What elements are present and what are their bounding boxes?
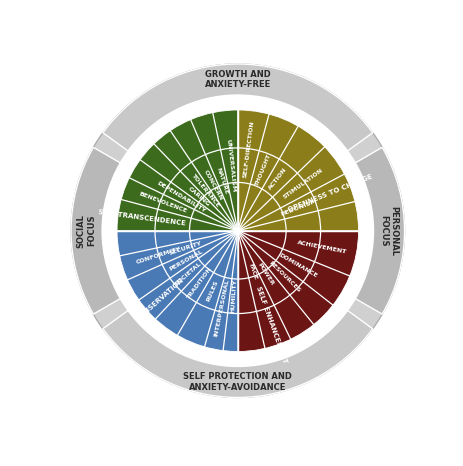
Text: RESOURCES: RESOURCES (267, 260, 301, 293)
Wedge shape (117, 110, 237, 231)
Text: INTERPERSONAL: INTERPERSONAL (213, 278, 230, 337)
Wedge shape (117, 231, 237, 351)
Text: RULES: RULES (205, 280, 219, 302)
Text: HEDONISM: HEDONISM (279, 198, 317, 217)
Circle shape (234, 228, 240, 233)
Text: SOCIETAL: SOCIETAL (174, 261, 202, 287)
Text: OPENNESS TO CHANGE: OPENNESS TO CHANGE (287, 173, 373, 213)
Wedge shape (355, 147, 404, 314)
Text: ACTION: ACTION (268, 167, 288, 191)
Circle shape (102, 95, 373, 366)
Text: HUMILITY: HUMILITY (230, 279, 237, 313)
Text: THOUGHT: THOUGHT (253, 153, 271, 187)
Wedge shape (237, 231, 358, 351)
Text: CONSERVATION: CONSERVATION (135, 277, 185, 322)
Text: BENEVOLENCE: BENEVOLENCE (137, 191, 187, 214)
Circle shape (71, 64, 404, 397)
Text: CONCERN: CONCERN (202, 169, 223, 201)
Text: NATURE: NATURE (215, 167, 228, 196)
Wedge shape (71, 147, 120, 314)
Text: PERSONAL: PERSONAL (168, 249, 203, 272)
Text: POWER: POWER (256, 262, 274, 287)
Text: GROWTH AND
ANXIETY-FREE: GROWTH AND ANXIETY-FREE (204, 70, 270, 89)
Text: CARING: CARING (187, 186, 210, 207)
Text: DEPENDABILITY: DEPENDABILITY (156, 180, 206, 213)
Text: STIMULATION: STIMULATION (282, 167, 323, 199)
Text: FACE: FACE (247, 263, 257, 281)
Wedge shape (237, 110, 358, 231)
Text: SOCIAL
FOCUS: SOCIAL FOCUS (77, 214, 96, 247)
Text: TOLERANCE: TOLERANCE (190, 173, 220, 208)
Text: ACHIEVEMENT: ACHIEVEMENT (297, 240, 347, 254)
Wedge shape (103, 64, 372, 151)
Text: CONFORMITY: CONFORMITY (136, 246, 181, 265)
Text: SECURITY: SECURITY (168, 240, 202, 255)
Text: SELF ENHANCEMENT: SELF ENHANCEMENT (254, 286, 287, 364)
Wedge shape (103, 310, 372, 397)
Text: UNIVERSALISM: UNIVERSALISM (225, 138, 236, 192)
Text: TRADITION: TRADITION (185, 267, 212, 301)
Text: DOMINANCE: DOMINANCE (277, 252, 317, 278)
Text: SELF-TRANSCENDENCE: SELF-TRANSCENDENCE (97, 209, 186, 227)
Text: SELF PROTECTION AND
ANXIETY-AVOIDANCE: SELF PROTECTION AND ANXIETY-AVOIDANCE (183, 372, 292, 391)
Text: SELF-DIRECTION: SELF-DIRECTION (242, 120, 254, 178)
Text: PERSONAL
FOCUS: PERSONAL FOCUS (379, 206, 398, 256)
